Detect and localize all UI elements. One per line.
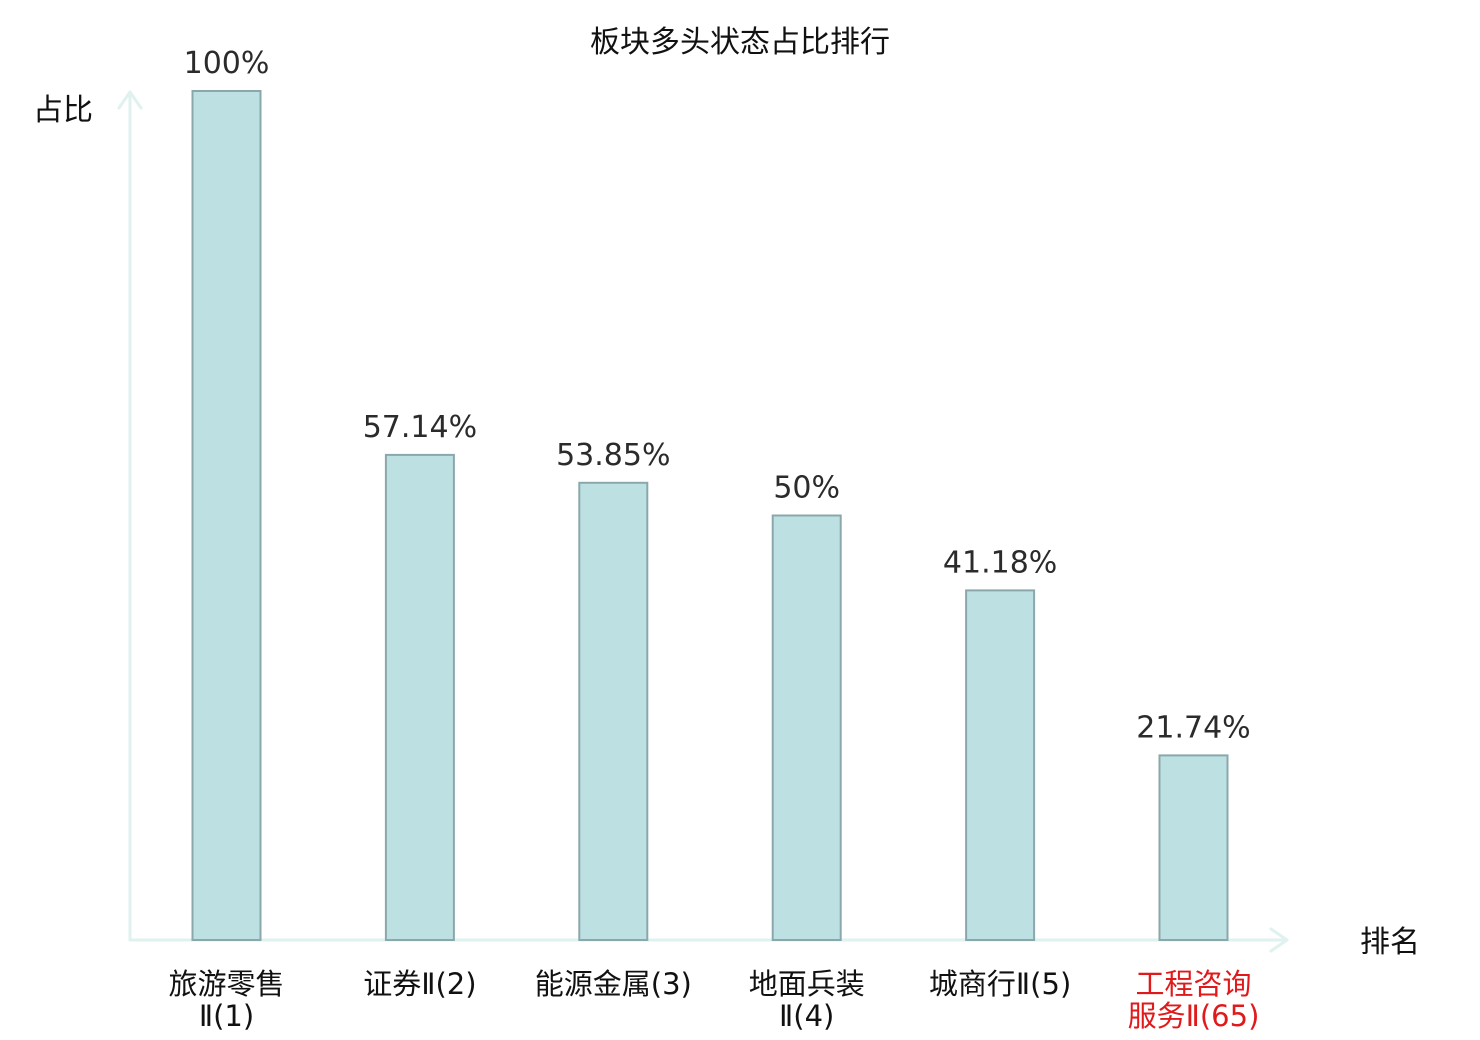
- value-labels-group: 100% 57.14% 53.85% 50% 41.18% 21.74%: [184, 46, 1251, 745]
- bar: [771, 514, 842, 941]
- data-label: 100%: [184, 46, 270, 81]
- x-axis-title: 排名: [1360, 925, 1420, 960]
- data-label: 21.74%: [1136, 710, 1250, 745]
- y-axis-arrow: [117, 90, 143, 110]
- bar: [191, 90, 262, 941]
- x-tick-label: 城商行Ⅱ(5): [929, 967, 1071, 1001]
- x-tick-label: 地面兵装: [749, 967, 865, 1001]
- x-tick-label: 服务Ⅱ(65): [1128, 999, 1260, 1033]
- data-label: 57.14%: [363, 410, 477, 445]
- axes: [117, 90, 1289, 953]
- bars-group: [191, 90, 1229, 942]
- x-tick-label: 旅游零售: [168, 967, 284, 1001]
- x-tick-label: 证券Ⅱ(2): [363, 967, 476, 1001]
- data-label: 53.85%: [556, 438, 670, 473]
- bar: [1158, 754, 1229, 942]
- y-axis-title: 占比: [33, 93, 93, 128]
- chart-title: 板块多头状态占比排行: [590, 25, 890, 60]
- x-tick-label: Ⅱ(1): [199, 999, 254, 1033]
- x-tick-label: 工程咨询: [1135, 967, 1251, 1001]
- bar: [965, 589, 1036, 942]
- x-tick-label: Ⅱ(4): [779, 999, 834, 1033]
- data-label: 50%: [773, 471, 840, 506]
- bar: [578, 481, 649, 941]
- data-label: 41.18%: [943, 545, 1057, 580]
- bar: [384, 453, 455, 941]
- x-axis-arrow: [1269, 927, 1289, 953]
- x-tick-label: 能源金属(3): [535, 967, 692, 1001]
